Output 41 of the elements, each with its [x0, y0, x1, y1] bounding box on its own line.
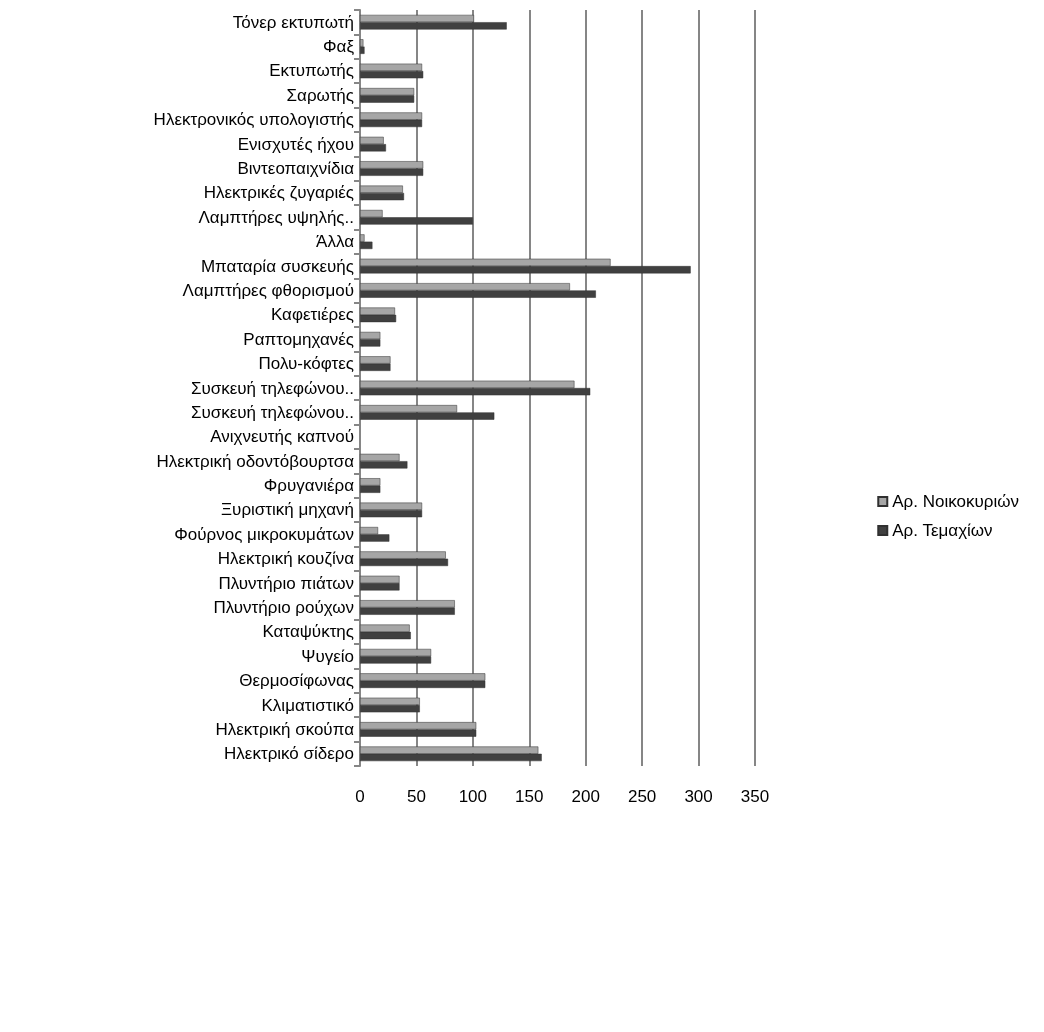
y-tick-label: Φαξ — [322, 37, 355, 57]
x-tick-label: 300 — [684, 787, 713, 806]
y-tick-label: Ηλεκτρική οδοντόβουρτσα — [156, 451, 355, 471]
x-tick-label: 0 — [355, 787, 365, 806]
x-tick-label: 200 — [571, 787, 600, 806]
y-tick-label: Σαρωτής — [286, 85, 354, 105]
y-tick-label: Συσκευή τηλεφώνου.. — [190, 378, 354, 398]
x-tick-label: 250 — [627, 787, 657, 806]
y-tick-label: Πλυντήριο πιάτων — [218, 573, 354, 593]
y-tick-label: Πλυντήριο ρούχων — [213, 597, 354, 617]
y-tick-label: Ηλεκτρική κουζίνα — [217, 549, 355, 569]
y-tick-label: Λαμπτήρες φθορισμού — [182, 280, 354, 300]
x-tick-label: 50 — [406, 787, 426, 806]
y-tick-label: Θερμοσίφωνας — [239, 671, 354, 691]
y-tick-label: Ηλεκτρικό σίδερο — [224, 744, 354, 764]
y-tick-label: Κλιματιστικό — [261, 695, 354, 715]
y-tick-label: Πολυ-κόφτες — [258, 354, 354, 374]
y-tick-label: Ηλεκτρική σκούπα — [215, 719, 355, 739]
y-tick-label: Ξυριστική μηχανή — [221, 500, 354, 520]
x-tick-label: 100 — [458, 787, 488, 806]
y-tick-label: Ψυγείο — [301, 646, 354, 666]
y-tick-label: Φούρνος μικροκυμάτων — [174, 524, 354, 544]
y-tick-label: Φρυγανιέρα — [263, 476, 355, 496]
y-tick-label: Μπαταρία συσκευής — [200, 256, 354, 276]
y-tick-label: Ηλεκτρονικός υπολογιστής — [153, 110, 354, 130]
y-tick-label: Ανιχνευτής καπνού — [210, 427, 354, 447]
y-tick-label: Ηλεκτρικές ζυγαριές — [203, 183, 354, 203]
y-tick-label: Καφετιέρες — [270, 305, 354, 325]
y-tick-label: Βιντεοπαιχνίδια — [237, 159, 355, 179]
y-tick-label: Τόνερ εκτυπωτή — [232, 12, 354, 32]
y-tick-label: Λαμπτήρες υψηλής.. — [198, 207, 354, 227]
x-tick-label: 350 — [740, 787, 770, 806]
y-tick-label: Καταψύκτης — [262, 622, 354, 642]
x-tick-label: 150 — [515, 787, 544, 806]
y-tick-label: Συσκευή τηλεφώνου.. — [190, 402, 354, 422]
y-tick-label: Άλλα — [316, 232, 355, 252]
legend-label: Αρ. Νοικοκυριών — [892, 492, 1020, 511]
y-tick-label: Ενισχυτές ήχου — [237, 134, 354, 154]
legend-label: Αρ. Τεμαχίων — [892, 521, 993, 540]
y-tick-label: Ραπτομηχανές — [243, 329, 354, 349]
y-tick-label: Εκτυπωτής — [269, 61, 354, 81]
